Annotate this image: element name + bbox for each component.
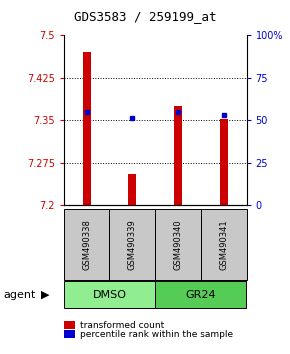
Text: DMSO: DMSO (93, 290, 126, 300)
Text: percentile rank within the sample: percentile rank within the sample (80, 330, 233, 339)
Bar (64, 281, 155, 308)
Bar (201, 209, 246, 280)
Text: GSM490341: GSM490341 (219, 219, 228, 270)
Bar (128, 174, 136, 205)
Bar (155, 281, 246, 308)
Text: GSM490339: GSM490339 (128, 219, 137, 270)
Text: agent: agent (3, 290, 35, 300)
Bar (64, 209, 110, 280)
Bar (110, 209, 155, 280)
Text: GSM490338: GSM490338 (82, 219, 91, 270)
Text: transformed count: transformed count (80, 321, 164, 330)
Bar (220, 119, 228, 205)
Text: GSM490340: GSM490340 (173, 219, 182, 270)
Bar (174, 106, 182, 205)
Text: GDS3583 / 259199_at: GDS3583 / 259199_at (74, 10, 216, 23)
Bar (83, 52, 91, 205)
Text: ▶: ▶ (41, 290, 49, 300)
Bar (155, 209, 201, 280)
Text: GR24: GR24 (186, 290, 216, 300)
